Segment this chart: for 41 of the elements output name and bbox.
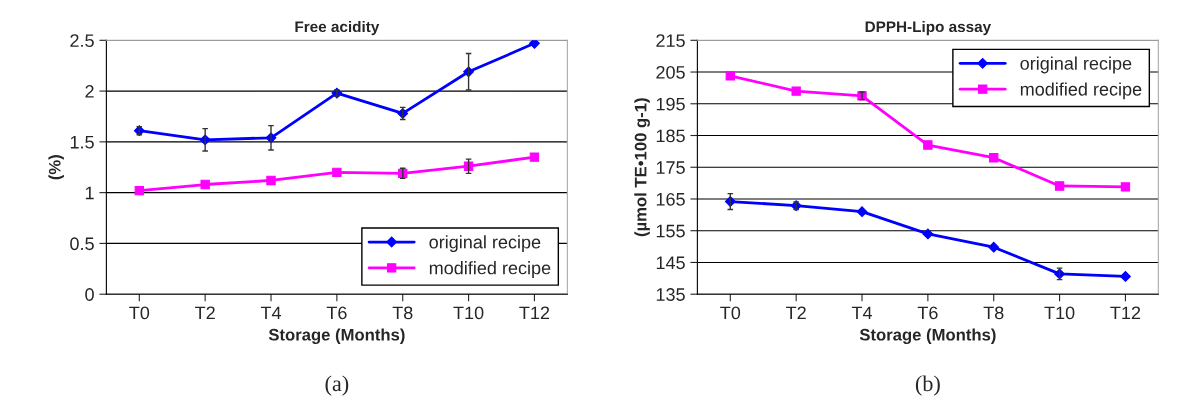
y-tick-label: 205: [656, 65, 685, 79]
x-tick-label: T2: [786, 306, 806, 320]
y-tick-label: 185: [656, 129, 685, 143]
x-tick-label: T12: [519, 306, 550, 320]
x-axis-title: Storage (Months): [268, 328, 405, 344]
x-tick-label: T0: [720, 306, 741, 320]
x-tick-label: T12: [1110, 306, 1141, 320]
x-tick-label: T4: [851, 306, 873, 320]
y-tick-label: 2.5: [70, 34, 94, 48]
x-tick-label: T0: [129, 306, 150, 320]
x-tick-label: T8: [392, 306, 413, 320]
x-tick-label: T2: [195, 306, 215, 320]
text: (b): [915, 375, 940, 396]
x-tick-label: T6: [917, 306, 938, 320]
x-axis-title: Storage (Months): [859, 328, 996, 344]
y-tick-label: 0: [85, 288, 94, 301]
chart-title: DPPH-Lipo assay: [865, 20, 992, 36]
y-tick-label: 135: [656, 288, 685, 301]
y-tick-label: 1.5: [70, 135, 94, 149]
y-tick-label: 195: [656, 97, 685, 111]
x-tick-label: T4: [260, 306, 282, 320]
y-tick-label: 2: [85, 85, 94, 98]
legend-label: original recipe: [429, 235, 541, 253]
x-tick-label: T10: [1044, 306, 1075, 320]
x-tick-label: T6: [326, 306, 347, 320]
legend-label: modified recipe: [1020, 82, 1142, 100]
y-tick-label: 155: [656, 224, 685, 238]
text: (a): [325, 375, 349, 396]
x-tick-label: T10: [453, 306, 484, 320]
x-tick-label: T8: [983, 306, 1004, 320]
y-axis-title: (%): [48, 155, 64, 180]
chart-title: Free acidity: [295, 20, 380, 36]
y-tick-label: 145: [656, 256, 685, 270]
legend-label: modified recipe: [429, 261, 551, 278]
y-tick-label: 215: [656, 34, 685, 48]
y-tick-label: 1: [85, 186, 94, 200]
y-tick-label: 0.5: [70, 237, 94, 251]
y-tick-label: 175: [656, 161, 685, 174]
legend-label: original recipe: [1020, 56, 1132, 74]
y-axis-title: (µmol TE•100 g-1): [634, 98, 650, 237]
y-tick-label: 165: [656, 192, 685, 206]
